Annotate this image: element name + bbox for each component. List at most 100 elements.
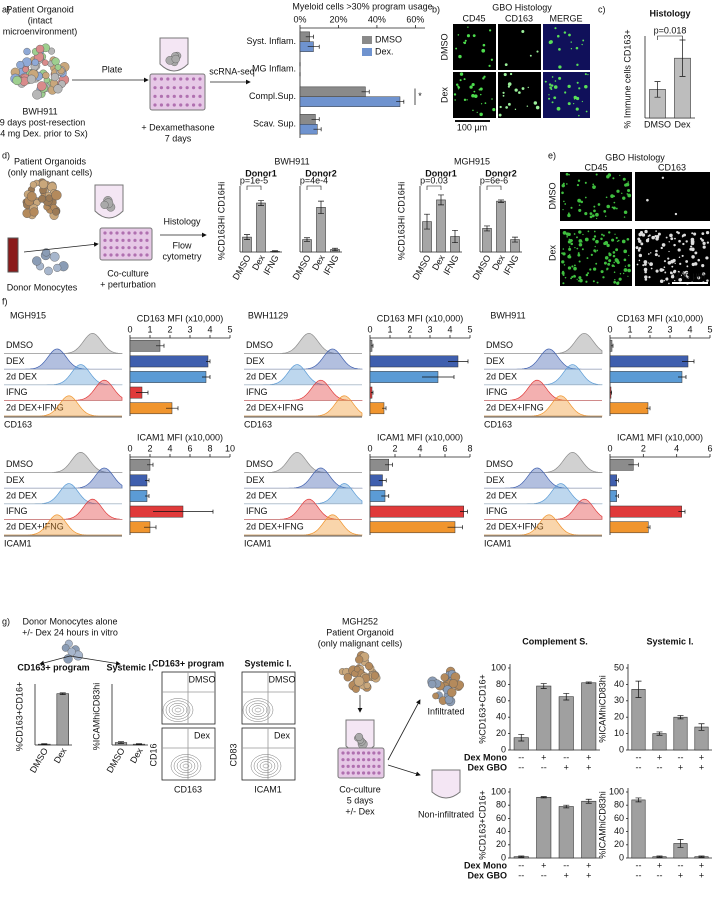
- well: [361, 758, 366, 762]
- signal: [644, 275, 648, 279]
- signal: [655, 249, 658, 253]
- bar: [609, 402, 649, 415]
- p-value: p=1e-5: [240, 175, 268, 185]
- schematic-label: Flow: [172, 240, 192, 250]
- signal: [657, 232, 661, 236]
- contour: [176, 758, 196, 774]
- signal: [498, 113, 502, 117]
- table-cell: +: [564, 762, 569, 772]
- legend-swatch: [362, 48, 372, 56]
- bar: [129, 339, 161, 352]
- signal: [578, 114, 580, 117]
- table-cell: +: [541, 752, 546, 762]
- signal: [558, 76, 562, 80]
- y-tick-label: 60: [614, 813, 624, 823]
- signal: [573, 275, 576, 278]
- signal: [577, 252, 580, 255]
- error-bar: [646, 406, 651, 411]
- y-tick-label: 40: [614, 679, 624, 689]
- signal: [577, 179, 581, 182]
- condition-label: Dex: [194, 730, 211, 740]
- signal: [587, 230, 590, 233]
- well: [361, 764, 366, 768]
- axis-label: ICAM1: [484, 538, 512, 548]
- flow-title: Systemic I.: [244, 658, 291, 668]
- signal: [544, 80, 547, 83]
- well: [361, 751, 366, 755]
- signal: [607, 262, 611, 266]
- signal: [638, 259, 641, 262]
- contour: [253, 756, 279, 776]
- signal: [603, 261, 607, 265]
- table-cell: +: [678, 762, 683, 772]
- cell-icon: [100, 200, 109, 209]
- signal: [576, 247, 579, 250]
- well: [133, 253, 137, 257]
- signal: [637, 249, 641, 252]
- signal: [617, 239, 620, 242]
- chart-title: Systemic I.: [646, 636, 693, 646]
- x-tick-label: 0: [367, 324, 372, 334]
- flow-plot: [241, 671, 296, 725]
- bar: [129, 474, 148, 487]
- signal: [611, 206, 614, 209]
- signal: [626, 237, 630, 241]
- signal: [619, 273, 622, 275]
- signal: [585, 273, 589, 277]
- signal: [590, 253, 593, 256]
- scale-bar-label: 100 µm: [457, 122, 487, 132]
- signal: [661, 176, 665, 179]
- panel-label: f): [2, 296, 8, 306]
- signal: [558, 65, 562, 69]
- well: [351, 764, 355, 768]
- signal: [613, 201, 616, 204]
- signal: [659, 279, 664, 284]
- signal: [635, 246, 639, 250]
- signal: [595, 262, 598, 265]
- table-cell: +: [586, 762, 591, 772]
- signal: [612, 177, 615, 180]
- category-label: 2d DEX+IFNG: [246, 522, 304, 532]
- signal: [699, 237, 703, 240]
- signal: [690, 241, 695, 246]
- axis-label: CD163: [244, 419, 272, 429]
- table-cell: --: [657, 870, 663, 880]
- group-title: MGH915: [454, 156, 490, 166]
- signal: [573, 95, 577, 100]
- signal: [644, 229, 648, 234]
- table-cell: +: [586, 752, 591, 762]
- error-bar: [258, 200, 264, 206]
- error-bar: [498, 199, 504, 203]
- signal: [691, 262, 695, 267]
- chart-title: ICAM1 MFI (x10,000): [617, 432, 703, 442]
- well: [361, 771, 366, 775]
- error-bar: [382, 406, 387, 411]
- signal: [644, 278, 648, 281]
- axis-label: ICAM1: [254, 784, 282, 794]
- schematic-label: Donor Monocytes: [7, 282, 78, 292]
- significance-bracket: [246, 185, 262, 190]
- schematic-label: + perturbation: [100, 279, 156, 289]
- signal: [488, 29, 492, 32]
- x-tick-label: 0: [127, 324, 132, 334]
- well: [351, 758, 355, 762]
- signal: [593, 209, 596, 213]
- well: [191, 94, 196, 98]
- x-tick-label: IFNG: [441, 253, 460, 277]
- contour: [259, 761, 273, 771]
- signal: [562, 248, 565, 250]
- table-cell: +: [586, 870, 591, 880]
- error-bar: [452, 229, 458, 244]
- signal: [457, 88, 460, 90]
- signal: [659, 268, 664, 272]
- error-bar: [540, 796, 547, 799]
- cell-icon: [26, 191, 37, 202]
- signal: [665, 236, 668, 239]
- signal: [578, 276, 582, 280]
- category-label: IFNG: [486, 387, 508, 397]
- signal: [646, 198, 649, 202]
- well: [109, 238, 113, 242]
- cell-icon: [365, 662, 373, 671]
- axis-label: CD16: [148, 743, 158, 766]
- axis-label: CD163: [174, 784, 202, 794]
